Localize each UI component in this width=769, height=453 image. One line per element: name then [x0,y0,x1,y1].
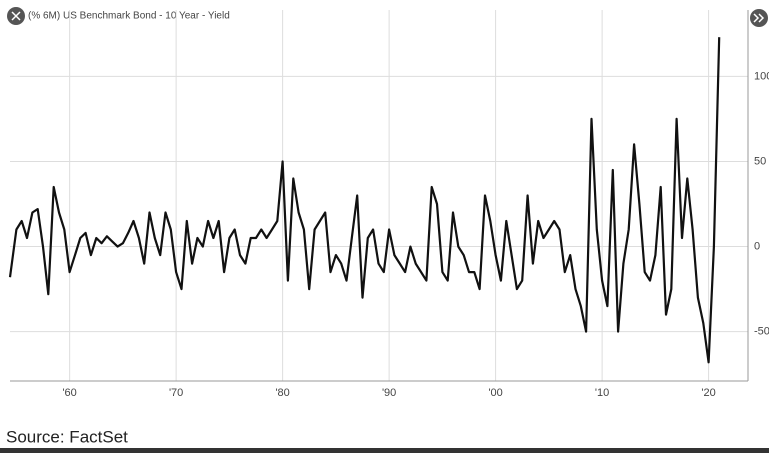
y-tick-label: 50 [754,155,766,167]
source-note: Source: FactSet [6,427,128,446]
bottom-bar [0,448,769,453]
x-tick-label: '10 [595,387,609,399]
x-tick-label: '70 [169,387,183,399]
x-tick-label: '80 [275,387,289,399]
x-tick-label: '90 [382,387,396,399]
y-tick-label: 0 [754,240,760,252]
x-tick-label: '00 [488,387,502,399]
chart-title: (% 6M) US Benchmark Bond - 10 Year - Yie… [28,11,230,22]
y-tick-label: -50 [754,326,769,338]
x-tick-label: '20 [701,387,715,399]
data-line [8,37,721,364]
y-tick-label: 100 [754,70,769,82]
x-tick-label: '60 [62,387,76,399]
expand-glyph [753,13,765,23]
close-glyph [11,11,21,21]
